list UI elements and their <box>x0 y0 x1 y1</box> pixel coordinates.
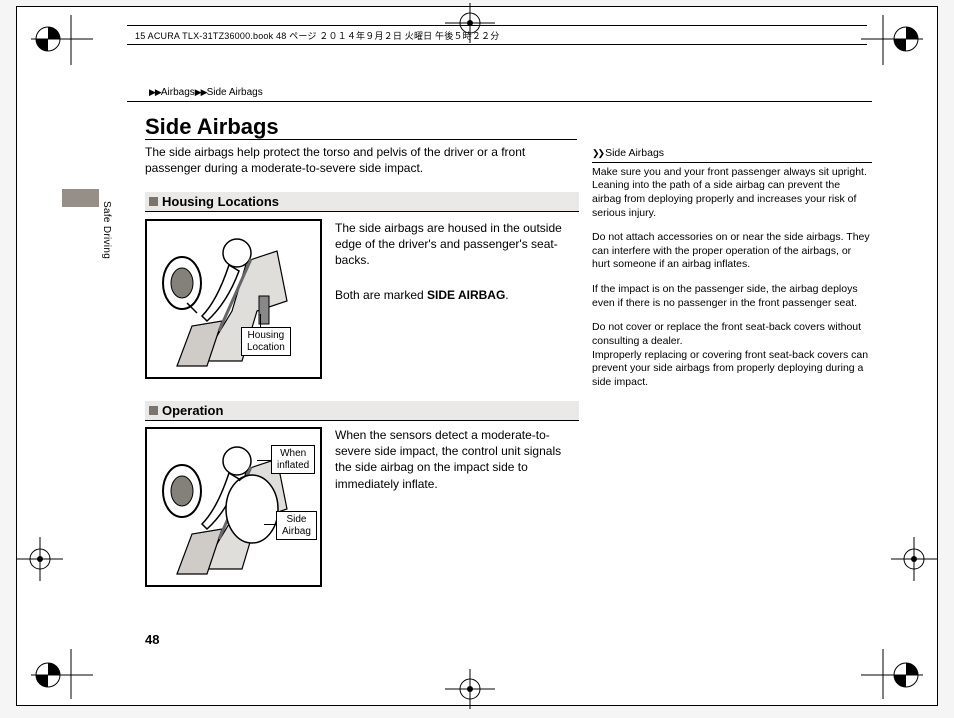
crop-mark-icon <box>861 15 923 65</box>
section-heading: Housing Locations <box>162 194 279 209</box>
crop-mark-icon <box>31 15 93 65</box>
text: Both are marked <box>335 288 427 302</box>
text-bold: SIDE AIRBAG <box>427 288 505 302</box>
intro-paragraph: The side airbags help protect the torso … <box>145 144 577 176</box>
breadcrumb-l2: Side Airbags <box>207 87 263 98</box>
side-note: Do not cover or replace the front seat-b… <box>592 321 872 389</box>
breadcrumb: ▶▶Airbags▶▶Side Airbags <box>149 87 263 98</box>
leader-line <box>257 460 271 461</box>
section-square-icon <box>149 197 158 206</box>
chapter-tab <box>62 189 99 207</box>
side-column: ❯❯Side Airbags Make sure you and your fr… <box>592 147 872 401</box>
text: . <box>505 288 508 302</box>
page: 15 ACURA TLX-31TZ36000.book 48 ページ ２０１４年… <box>16 6 938 706</box>
side-note: Do not attach accessories on or near the… <box>592 231 872 272</box>
callout-housing-location: Housing Location <box>241 327 291 356</box>
side-column-header: ❯❯Side Airbags <box>592 147 872 163</box>
breadcrumb-l1: Airbags <box>161 87 195 98</box>
page-number: 48 <box>145 632 159 647</box>
crop-mark-icon <box>31 649 93 699</box>
chapter-tab-label: Safe Driving <box>101 201 112 259</box>
register-mark-icon <box>891 537 937 581</box>
section-header-operation: Operation <box>145 401 579 421</box>
crop-mark-icon <box>861 649 923 699</box>
operation-para: When the sensors detect a moderate-to-se… <box>335 427 580 492</box>
doc-meta-line: 15 ACURA TLX-31TZ36000.book 48 ページ ２０１４年… <box>127 25 867 45</box>
section-header-housing: Housing Locations <box>145 192 579 212</box>
section-square-icon <box>149 406 158 415</box>
figure-housing <box>145 219 322 379</box>
breadcrumb-arrow: ▶▶ <box>195 87 207 97</box>
callout-text: Housing Location <box>247 330 285 353</box>
breadcrumb-arrow: ▶▶ <box>149 87 161 97</box>
chevron-icon: ❯❯ <box>592 148 603 158</box>
side-note: Make sure you and your front passenger a… <box>592 166 872 221</box>
housing-para-2: Both are marked SIDE AIRBAG. <box>335 287 580 303</box>
title-underline <box>145 139 577 140</box>
register-mark-icon <box>17 537 63 581</box>
leader-line <box>264 524 276 525</box>
callout-text: Side Airbag <box>282 514 311 537</box>
leader-line <box>260 314 261 327</box>
top-rule <box>127 101 872 102</box>
side-column-title: Side Airbags <box>605 147 664 159</box>
side-note: If the impact is on the passenger side, … <box>592 283 872 310</box>
page-title: Side Airbags <box>145 114 279 140</box>
callout-side-airbag: Side Airbag <box>276 511 317 540</box>
callout-text: When inflated <box>277 448 309 471</box>
register-mark-icon <box>445 669 495 709</box>
housing-para-1: The side airbags are housed in the outsi… <box>335 220 580 269</box>
section-heading: Operation <box>162 403 223 418</box>
callout-when-inflated: When inflated <box>271 445 315 474</box>
